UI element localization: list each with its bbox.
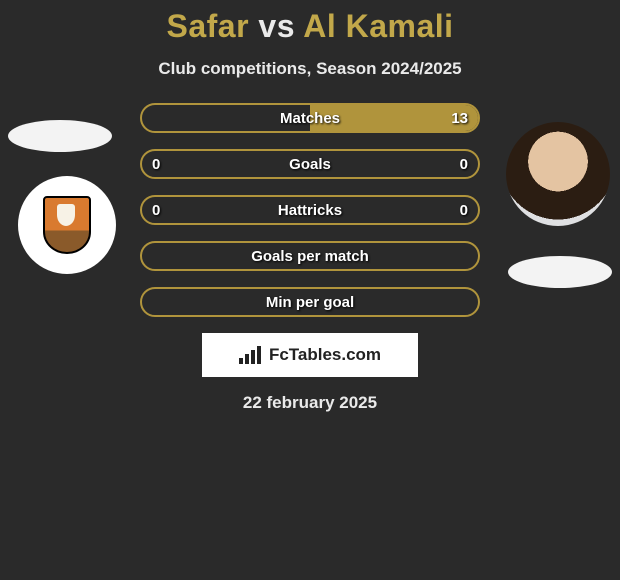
promo-banner[interactable]: FcTables.com xyxy=(202,333,418,377)
header-title: Safar vs Al Kamali xyxy=(0,8,620,45)
stat-label: Goals per match xyxy=(142,243,478,269)
header-subtitle: Club competitions, Season 2024/2025 xyxy=(0,59,620,79)
stat-label: Hattricks xyxy=(142,197,478,223)
player1-name: Safar xyxy=(166,8,249,44)
stat-label: Min per goal xyxy=(142,289,478,315)
player2-club-badge xyxy=(508,256,612,288)
promo-text: FcTables.com xyxy=(269,345,381,365)
player2-name: Al Kamali xyxy=(303,8,453,44)
stats-panel: Matches 13 0 Goals 0 0 Hattricks 0 Goals… xyxy=(140,103,480,317)
bar-chart-icon xyxy=(239,346,261,364)
stat-row-hattricks: 0 Hattricks 0 xyxy=(140,195,480,225)
player1-club-badge xyxy=(18,176,116,274)
header: Safar vs Al Kamali Club competitions, Se… xyxy=(0,0,620,79)
stat-value-right: 13 xyxy=(451,105,468,131)
stat-row-goals: 0 Goals 0 xyxy=(140,149,480,179)
stat-value-right: 0 xyxy=(460,151,468,177)
stat-row-matches: Matches 13 xyxy=(140,103,480,133)
stat-value-right: 0 xyxy=(460,197,468,223)
club-badge-icon xyxy=(43,196,91,254)
player1-portrait xyxy=(8,120,112,152)
stat-label: Goals xyxy=(142,151,478,177)
stat-row-goals-per-match: Goals per match xyxy=(140,241,480,271)
stat-row-min-per-goal: Min per goal xyxy=(140,287,480,317)
stat-label: Matches xyxy=(142,105,478,131)
player2-portrait xyxy=(506,122,610,226)
vs-label: vs xyxy=(258,8,295,44)
date-label: 22 february 2025 xyxy=(0,393,620,413)
